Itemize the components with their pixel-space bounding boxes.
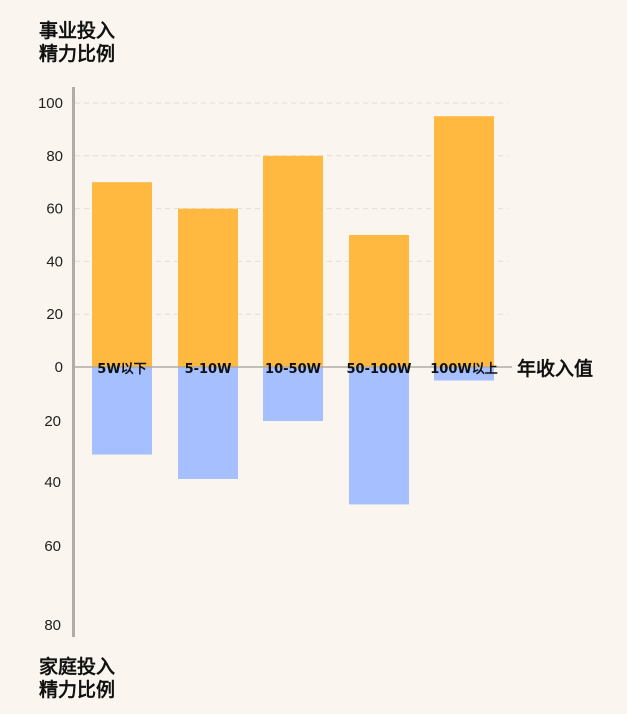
y-tick-label: 0 bbox=[55, 359, 63, 376]
bar-bottom bbox=[92, 367, 152, 455]
y-tick-label: 60 bbox=[44, 538, 61, 555]
bar-top bbox=[178, 208, 238, 367]
y-tick-label: 60 bbox=[46, 201, 63, 218]
y-tick-label: 40 bbox=[46, 253, 63, 270]
y-tick-label: 80 bbox=[44, 617, 61, 634]
bar-top bbox=[434, 116, 494, 367]
x-tick-label: 10-50W bbox=[265, 362, 321, 377]
bar-bottom bbox=[263, 367, 323, 421]
x-tick-label: 5W以下 bbox=[97, 362, 146, 377]
bar-top bbox=[349, 235, 409, 367]
x-axis-title: 年收入值 bbox=[517, 357, 593, 380]
bar-top bbox=[263, 155, 323, 367]
top-axis-title: 事业投入 精力比例 bbox=[39, 20, 116, 65]
bar-bottom bbox=[178, 367, 238, 479]
y-tick-label: 80 bbox=[46, 148, 63, 165]
x-tick-label: 50-100W bbox=[347, 362, 412, 377]
bar-top bbox=[92, 182, 152, 367]
y-tick-label: 40 bbox=[44, 474, 61, 491]
bar-bottom bbox=[349, 367, 409, 505]
bar-bottom bbox=[434, 367, 494, 381]
y-tick-label: 20 bbox=[46, 306, 63, 323]
x-tick-label: 100W以上 bbox=[430, 362, 497, 377]
y-tick-label: 100 bbox=[38, 95, 63, 112]
x-tick-label: 5-10W bbox=[185, 362, 232, 377]
bottom-axis-title: 家庭投入 精力比例 bbox=[39, 656, 116, 701]
y-tick-label: 20 bbox=[44, 413, 61, 430]
